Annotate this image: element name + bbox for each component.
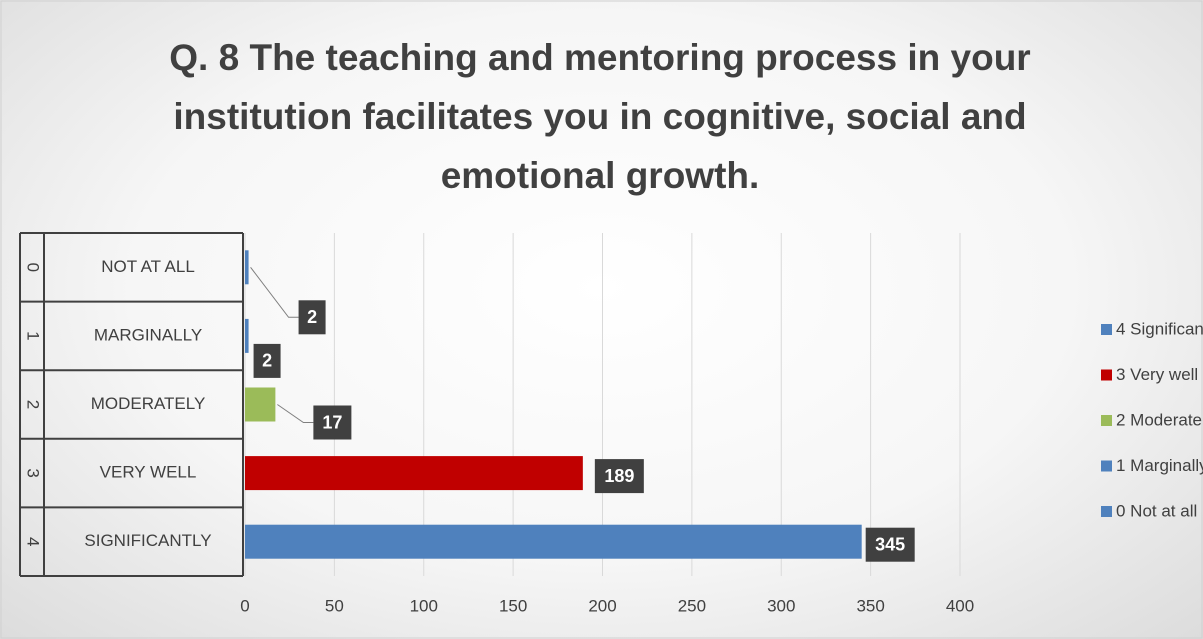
legend-label: 2 Moderately (1116, 410, 1203, 429)
data-label: 17 (322, 412, 342, 432)
bar (245, 387, 276, 422)
legend-label: 0 Not at all (1116, 501, 1197, 520)
legend-label: 1 Marginally (1116, 456, 1203, 475)
legend-label: 4 Significantly (1116, 319, 1203, 338)
x-tick-label: 250 (678, 596, 706, 615)
y-tick-label: MARGINALLY (94, 325, 202, 344)
y-tick-label: VERY WELL (100, 463, 197, 482)
data-label: 189 (604, 466, 634, 486)
bar (245, 250, 249, 285)
x-tick-label: 50 (325, 596, 344, 615)
leader-line (250, 266, 299, 318)
legend-swatch (1101, 506, 1112, 517)
data-label: 345 (875, 534, 905, 554)
legend-swatch (1101, 324, 1112, 335)
data-label-box (594, 459, 644, 494)
x-tick-label: 150 (499, 596, 527, 615)
legend-swatch (1101, 415, 1112, 426)
chart-title: Q. 8 The teaching and mentoring process … (169, 37, 1031, 196)
legend-label: 3 Very well (1116, 365, 1198, 384)
data-label-box (313, 405, 352, 440)
category-code: 2 (24, 400, 43, 409)
data-label-box (253, 343, 281, 378)
x-tick-label: 0 (240, 596, 249, 615)
data-label-box (298, 300, 326, 335)
data-label: 2 (307, 307, 317, 327)
bar (245, 318, 249, 353)
y-tick-label: SIGNIFICANTLY (84, 531, 211, 550)
x-tick-label: 200 (588, 596, 616, 615)
x-tick-label: 300 (767, 596, 795, 615)
x-tick-label: 350 (856, 596, 884, 615)
y-tick-label: MODERATELY (91, 394, 206, 413)
category-code: 4 (24, 537, 43, 546)
y-tick-label: NOT AT ALL (101, 257, 195, 276)
x-tick-label: 100 (410, 596, 438, 615)
data-label-box (865, 527, 915, 562)
category-code: 3 (24, 468, 43, 477)
x-tick-label: 400 (946, 596, 974, 615)
category-code: 1 (24, 331, 43, 340)
leader-line (277, 404, 314, 423)
data-label: 2 (262, 351, 272, 371)
legend-swatch (1101, 460, 1112, 472)
legend-swatch (1101, 369, 1112, 381)
category-code: 0 (24, 263, 43, 272)
bar (245, 456, 583, 491)
bar (245, 524, 862, 559)
